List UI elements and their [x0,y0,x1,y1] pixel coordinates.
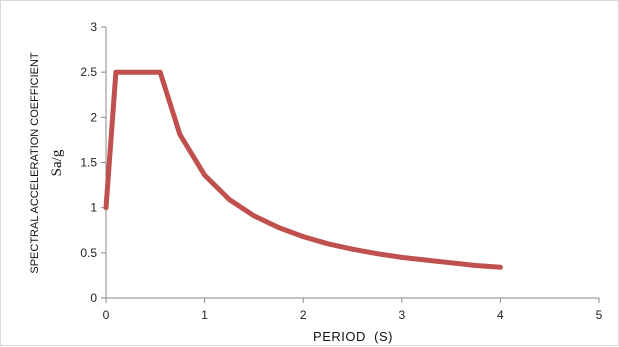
axes [101,26,600,303]
y-axis-sublabel: Sa/g [49,149,65,176]
y-tick-label: 2.5 [80,65,97,79]
spectrum-series-line [103,69,503,270]
y-tick-label: 2 [90,110,97,124]
y-axis-label: SPECTRAL ACCELERATION COEFFICIENT [29,52,41,274]
x-tick-label: 5 [596,308,603,322]
x-axis-label: PERIOD (S) [313,329,393,344]
y-tick-label: 0.5 [80,246,97,260]
x-tick-label: 2 [300,308,307,322]
x-tick-label: 3 [398,308,405,322]
series-group [103,69,503,270]
x-tick-labels: 0 1 2 3 4 5 [103,308,603,322]
y-tick-label: 1 [90,201,97,215]
x-tick-label: 1 [201,308,208,322]
y-tick-label: 1.5 [80,156,97,170]
y-tick-labels: 0 0.5 1 1.5 2 2.5 3 [80,20,97,305]
x-tick-label: 4 [497,308,504,322]
y-tick-label: 3 [90,20,97,34]
y-tick-label: 0 [90,291,97,305]
x-tick-label: 0 [103,308,110,322]
